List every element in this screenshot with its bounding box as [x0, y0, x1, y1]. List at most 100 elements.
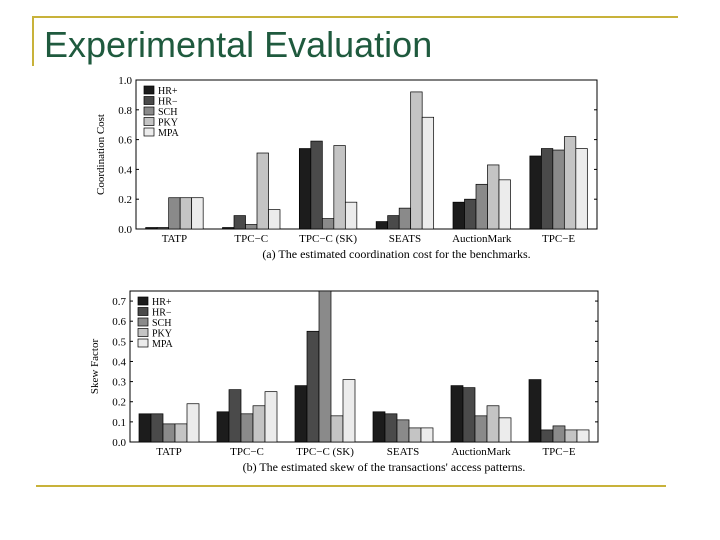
- x-tick-label: TPC−E: [542, 233, 575, 245]
- bar-sch: [552, 425, 566, 443]
- y-tick-label: 0.6: [112, 316, 126, 328]
- bar-hr-minus: [310, 140, 323, 230]
- x-tick-label: TPC−E: [542, 446, 575, 458]
- y-tick-label: 0.4: [118, 164, 132, 176]
- bar-pky: [179, 197, 193, 230]
- legend-label: HR−: [152, 308, 172, 319]
- skew-factor-chart: 0.0 0.1 0.2 0.3 0.4 0.5 0.6 0.7 Skew Factor TATP T…: [89, 290, 599, 474]
- bar-mpa: [344, 201, 358, 230]
- bar-hr-plus: [375, 221, 389, 230]
- bar-hr-plus: [298, 148, 312, 230]
- slide-title: Experimental Evaluation: [44, 24, 432, 66]
- x-tick-label: TPC−C (SK): [299, 233, 357, 245]
- bar-hr-plus: [138, 413, 152, 443]
- bar-pky: [174, 423, 188, 443]
- bar-mpa: [191, 197, 204, 230]
- y-tick-label: 0.3: [112, 377, 126, 389]
- bar-mpa: [576, 429, 590, 443]
- bar-sch: [475, 183, 488, 230]
- chart-caption: (a) The estimated coordination cost for …: [262, 247, 530, 261]
- legend-label: HR−: [158, 97, 178, 108]
- bar-sch: [396, 419, 410, 443]
- bar-hr-minus: [150, 413, 164, 443]
- bar-hr-plus: [529, 155, 542, 230]
- bar-mpa: [421, 116, 435, 230]
- bar-sch: [168, 197, 181, 230]
- y-tick-label: 0.2: [118, 194, 132, 206]
- bar-mpa: [268, 209, 281, 230]
- bar-hr-plus: [145, 227, 158, 230]
- title-part2: Evaluation: [264, 24, 433, 65]
- legend-swatch: [137, 328, 149, 337]
- legend-label: SCH: [158, 107, 177, 118]
- legend-label: PKY: [152, 329, 172, 340]
- bar-mpa: [498, 179, 511, 230]
- y-tick-label: 0.1: [112, 417, 126, 429]
- legend-swatch: [143, 127, 155, 137]
- y-tick-label: 0.6: [118, 135, 132, 147]
- bar-hr-minus: [387, 215, 400, 230]
- legend-label: PKY: [158, 118, 178, 129]
- bar-hr-plus: [528, 379, 542, 443]
- bar-hr-minus: [306, 330, 320, 443]
- bar-pky: [487, 164, 500, 230]
- bar-mpa: [342, 379, 356, 443]
- bar-sch: [552, 149, 565, 230]
- x-tick-label: AuctionMark: [451, 446, 511, 458]
- plot-frame: [135, 79, 598, 230]
- legend-swatch: [143, 85, 155, 95]
- bar-mpa: [498, 417, 512, 443]
- bar-hr-minus: [540, 148, 554, 230]
- y-tick-label: 1.0: [118, 75, 132, 87]
- y-tick-label: 0.7: [112, 296, 126, 308]
- y-tick-label: 0.8: [118, 105, 132, 117]
- bar-hr-plus: [222, 227, 235, 230]
- x-tick-label: SEATS: [387, 446, 419, 458]
- bar-hr-plus: [372, 411, 386, 443]
- legend-label: SCH: [152, 318, 171, 329]
- bar-pky: [256, 152, 269, 230]
- x-tick-label: TATP: [156, 446, 181, 458]
- chart-caption: (b) The estimated skew of the transactio…: [243, 460, 526, 474]
- bar-mpa: [420, 427, 434, 443]
- bar-hr-minus: [464, 198, 477, 230]
- plot-frame: [129, 290, 599, 443]
- bar-hr-plus: [294, 385, 308, 443]
- bar-mpa: [575, 148, 588, 230]
- bar-hr-minus: [156, 227, 170, 230]
- bar-sch: [398, 207, 412, 230]
- slide-frame-bottom: [36, 485, 666, 487]
- bar-hr-plus: [216, 411, 230, 443]
- bar-pky: [252, 405, 266, 443]
- legend-swatch: [143, 106, 155, 116]
- bar-hr-plus: [450, 385, 464, 443]
- y-axis-label: Coordination Cost: [95, 114, 107, 195]
- legend-swatch: [143, 117, 155, 126]
- bar-sch: [240, 413, 254, 443]
- legend-swatch: [137, 317, 149, 327]
- bar-mpa: [264, 391, 278, 443]
- title-part1: Experimental: [44, 24, 255, 65]
- legend-swatch: [137, 307, 149, 316]
- legend-label: MPA: [152, 339, 174, 350]
- bar-sch: [318, 290, 332, 443]
- bar-pky: [564, 429, 578, 443]
- bar-hr-minus: [384, 413, 398, 443]
- bar-hr-minus: [228, 389, 242, 443]
- bar-hr-minus: [540, 429, 554, 443]
- bar-pky: [333, 145, 346, 230]
- coordination-cost-chart: 0.0 0.2 0.4 0.6 0.8 1.0 Coordination Cost TATP T…: [95, 75, 598, 261]
- x-tick-label: TPC−C: [230, 446, 264, 458]
- y-tick-label: 0.2: [112, 397, 126, 409]
- y-axis-label: Skew Factor: [89, 339, 101, 395]
- slide-frame-left: [32, 16, 34, 66]
- y-tick-label: 0.5: [112, 336, 126, 348]
- legend-swatch: [137, 296, 149, 306]
- bar-hr-minus: [233, 215, 246, 230]
- y-tick-label: 0.4: [112, 356, 126, 368]
- legend-swatch: [137, 338, 149, 348]
- y-tick-label: 0.0: [118, 224, 132, 236]
- x-tick-label: SEATS: [389, 233, 421, 245]
- legend-label: HR+: [158, 86, 178, 97]
- legend-swatch: [143, 96, 155, 105]
